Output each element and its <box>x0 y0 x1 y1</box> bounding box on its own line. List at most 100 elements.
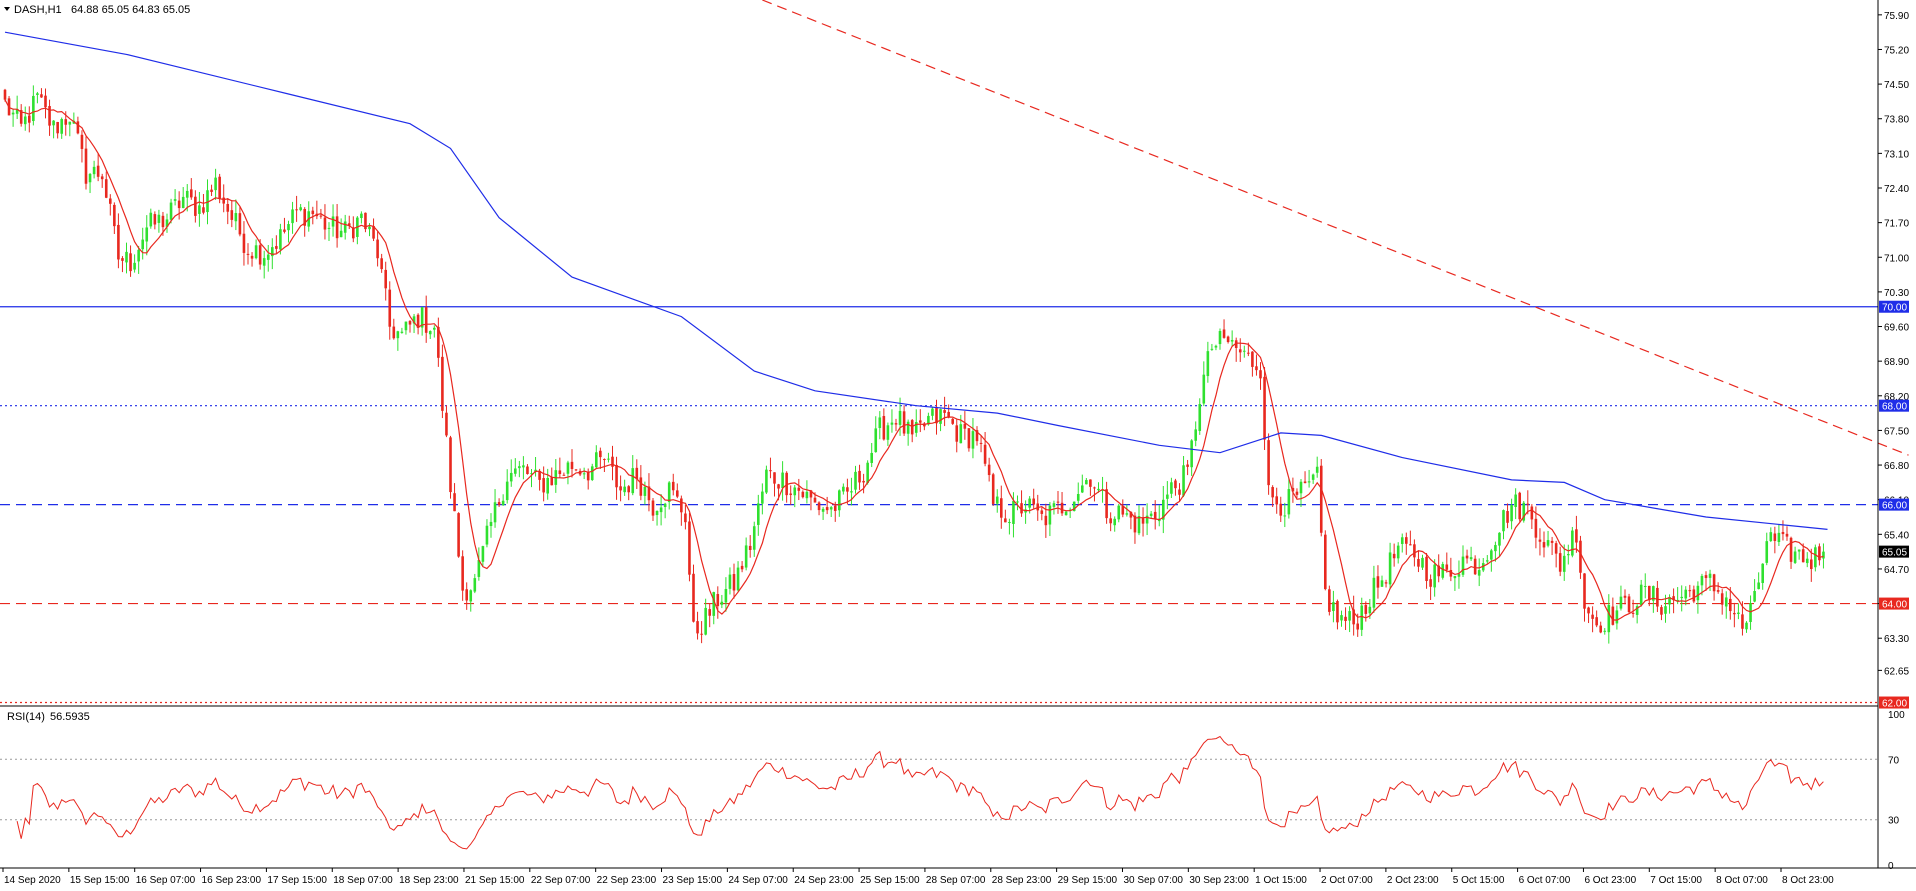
candle-body <box>428 331 432 335</box>
candle-body <box>983 444 987 464</box>
time-axis-labels: 14 Sep 2020 15 Sep 15:00 16 Sep 07:00 16 Se… <box>2 868 1834 886</box>
candle-body <box>291 209 294 224</box>
candle-body <box>947 411 950 418</box>
candle-body <box>959 424 963 444</box>
rsi-line[interactable] <box>16 735 1824 850</box>
candle-body <box>1400 537 1404 544</box>
downtrend-line[interactable] <box>762 0 1909 456</box>
candle-body <box>23 116 27 125</box>
candle-body <box>323 217 327 230</box>
candle-body <box>1218 331 1222 345</box>
candle-body <box>1210 348 1214 350</box>
candle-body <box>1283 515 1287 517</box>
candle-body <box>599 450 602 458</box>
candle-body <box>595 452 598 468</box>
candle-body <box>469 590 473 602</box>
candle-body <box>704 607 707 635</box>
level-badge-4: 62.00 <box>1882 699 1907 710</box>
candle-body <box>1380 580 1384 587</box>
candle-body <box>991 474 995 504</box>
candle-body <box>1129 511 1133 518</box>
time-tick-label: 5 Oct 15:00 <box>1453 875 1505 886</box>
time-tick-label: 16 Sep 07:00 <box>136 875 196 886</box>
candle-body <box>258 245 262 265</box>
candle-body <box>1190 440 1193 468</box>
price-tick-label: 70.30 <box>1884 288 1909 299</box>
candle-body <box>793 487 797 496</box>
ohlc-values: 64.88 65.05 64.83 65.05 <box>71 4 190 16</box>
time-tick-label: 22 Sep 23:00 <box>597 875 657 886</box>
candle-body <box>1672 596 1675 601</box>
candle-body <box>671 481 675 491</box>
candle-body <box>497 502 501 505</box>
candle-body <box>1243 350 1246 352</box>
candle-body <box>137 249 140 262</box>
candle-body <box>712 592 716 616</box>
ma-fast-line[interactable] <box>4 99 1824 621</box>
level-badge-bg-4 <box>1879 696 1909 709</box>
candle-body <box>676 490 679 497</box>
candle-body <box>1801 549 1805 563</box>
candle-body <box>680 498 683 513</box>
candle-body <box>821 508 825 512</box>
price-tick-label: 62.65 <box>1884 666 1909 677</box>
candle-body <box>647 486 651 501</box>
candle-body <box>1121 506 1125 515</box>
time-tick-label: 8 Oct 23:00 <box>1782 875 1834 886</box>
candle-body <box>752 526 756 550</box>
candle-body <box>655 510 659 516</box>
candle-body <box>890 422 894 425</box>
candle-body <box>15 108 19 114</box>
candle-body <box>3 89 7 100</box>
candle-body <box>1652 586 1655 601</box>
candle-body <box>19 110 23 124</box>
candle-body <box>1486 560 1489 562</box>
price-tick-label: 71.00 <box>1884 253 1909 264</box>
candle-body <box>1056 501 1060 503</box>
candle-body <box>1619 596 1623 609</box>
candle-body <box>404 321 408 331</box>
caret-down-icon[interactable] <box>4 7 10 11</box>
candle-body <box>1684 589 1688 599</box>
candle-body <box>1720 593 1724 605</box>
candle-body <box>1299 481 1303 494</box>
candle-body <box>1810 559 1813 570</box>
candle-body <box>833 505 837 511</box>
time-tick-label: 25 Sep 15:00 <box>860 875 920 886</box>
candle-body <box>64 119 68 125</box>
candle-body <box>720 601 724 605</box>
candle-body <box>1336 601 1339 623</box>
candle-body <box>96 165 100 177</box>
ma-slow-line[interactable] <box>4 31 1828 530</box>
candle-body <box>1405 537 1408 544</box>
candle-body <box>582 473 586 475</box>
candle-body <box>303 208 306 226</box>
candle-body <box>1384 582 1388 584</box>
candle-body <box>1530 506 1534 520</box>
candle-body <box>396 331 400 339</box>
candle-body <box>68 121 72 125</box>
candle-body <box>1498 532 1501 546</box>
level-badges: 70.00 68.00 66.00 64.00 62.00 65.05 <box>1879 300 1909 710</box>
candle-body <box>919 420 922 423</box>
candle-body <box>566 462 570 474</box>
candle-body <box>1785 533 1789 537</box>
candle-body <box>1648 585 1651 601</box>
candle-body <box>805 491 809 499</box>
candle-body <box>1303 481 1307 484</box>
candle-body <box>1238 349 1242 353</box>
candle-body <box>226 203 230 212</box>
candle-body <box>1506 511 1509 523</box>
candle-body <box>627 486 630 493</box>
candle-body <box>663 503 667 508</box>
candle-body <box>846 487 849 492</box>
time-tick-label: 29 Sep 15:00 <box>1058 875 1118 886</box>
candle-body <box>1567 554 1570 556</box>
candle-body <box>283 229 286 232</box>
candle-body <box>343 221 347 233</box>
time-tick-label: 7 Oct 15:00 <box>1650 875 1702 886</box>
time-tick-label: 15 Sep 15:00 <box>70 875 130 886</box>
candle-body <box>1579 540 1582 573</box>
candle-body <box>874 428 878 453</box>
